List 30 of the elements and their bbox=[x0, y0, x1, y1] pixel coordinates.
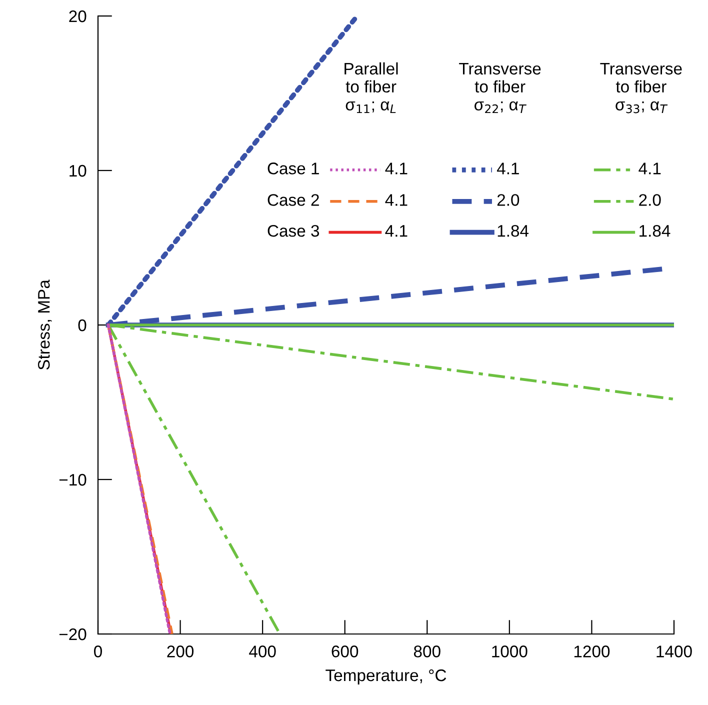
y-tick-label: −20 bbox=[59, 628, 86, 640]
x-tick-label: 800 bbox=[414, 646, 440, 658]
x-tick-label: 1200 bbox=[574, 646, 610, 658]
annotation: Transverse to fiber σ$_{33}$; α$_{T}$ bbox=[600, 62, 682, 114]
x-axis-title: Temperature, °C bbox=[326, 669, 446, 685]
x-tick-label: 600 bbox=[332, 646, 358, 658]
x-tick-label: 1400 bbox=[656, 646, 692, 658]
x-tick-label: 200 bbox=[167, 646, 194, 658]
annotation: 4.1 bbox=[638, 162, 661, 174]
y-tick-label: 20 bbox=[69, 10, 86, 22]
annotation: Transverse to fiber σ$_{22}$; α$_{T}$ bbox=[459, 62, 541, 114]
x-tick-label: 0 bbox=[94, 646, 102, 658]
y-tick-label: −10 bbox=[59, 474, 86, 486]
annotation: 4.1 bbox=[385, 225, 408, 237]
annotation: 4.1 bbox=[385, 194, 408, 206]
y-tick-label: 10 bbox=[70, 164, 86, 177]
annotation: Case 1 bbox=[268, 162, 319, 174]
annotation: 1.84 bbox=[498, 224, 529, 237]
annotation: 2.0 bbox=[497, 194, 520, 206]
x-tick-label: 1000 bbox=[492, 646, 528, 658]
annotation: 1.84 bbox=[640, 224, 670, 237]
annotation: 4.1 bbox=[496, 162, 519, 174]
y-tick-label: 0 bbox=[78, 319, 86, 332]
annotation: 4.1 bbox=[385, 162, 408, 174]
annotation: Case 3 bbox=[268, 224, 320, 237]
y-axis-title: Stress, MPa bbox=[38, 280, 52, 370]
x-tick-label: 400 bbox=[249, 646, 276, 658]
annotation: 2.0 bbox=[639, 194, 661, 206]
annotation: Parallel to fiber σ$_{11}$; α$_{L}$ bbox=[344, 62, 398, 114]
annotation: Case 2 bbox=[268, 194, 319, 206]
